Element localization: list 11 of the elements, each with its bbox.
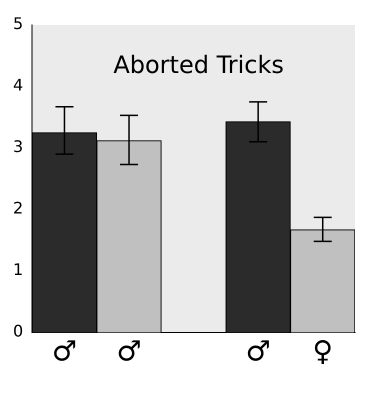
x-tick-label: ♀	[312, 334, 333, 368]
x-tick-label: ♂	[116, 334, 142, 368]
y-tick-label: 4	[12, 76, 24, 95]
y-tick-label: 2	[12, 198, 24, 218]
x-tick-label: ♂	[52, 334, 78, 368]
y-tick-label: 3	[12, 137, 24, 156]
y-tick-label: 1	[12, 260, 24, 280]
x-tick-label: ♂	[246, 334, 271, 368]
y-tick-label: 5	[12, 14, 24, 34]
y-tick-label: 0	[12, 322, 24, 341]
text: Aborted Tricks	[113, 51, 284, 80]
